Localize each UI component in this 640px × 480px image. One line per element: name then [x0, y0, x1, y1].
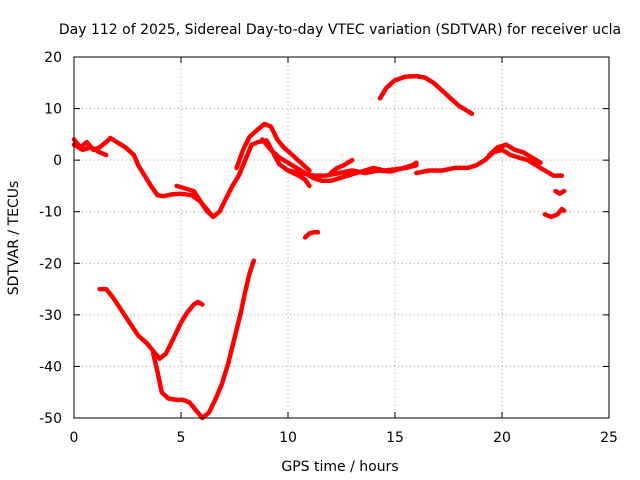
x-tick-label: 0 [70, 430, 79, 446]
y-axis-label: SDTVAR / TECUs [6, 181, 22, 296]
series-line-9 [377, 73, 475, 116]
y-tick-label: 10 [44, 102, 62, 118]
series-line-8 [302, 230, 321, 240]
series-line-6 [285, 160, 419, 178]
series-line-4 [234, 121, 312, 173]
series-group [71, 73, 567, 421]
series-line-13 [553, 188, 567, 196]
plot-frame [73, 56, 610, 419]
series-line-7 [328, 157, 355, 176]
y-tick-label: 0 [53, 153, 62, 169]
x-tick-label: 5 [177, 430, 186, 446]
y-tick-label: -50 [39, 411, 62, 427]
series-line-2 [71, 142, 109, 158]
x-axis-label: GPS time / hours [281, 459, 398, 475]
y-tick-label: -10 [39, 205, 62, 221]
y-tick-label: -20 [39, 256, 62, 272]
series-line-11 [486, 142, 543, 165]
x-tick-label: 20 [493, 430, 511, 446]
y-tick-label: 20 [44, 50, 62, 66]
series-line-10 [414, 147, 565, 178]
ticks: 0 5 10 15 20 25 -50 -40 -30 -20 -10 0 10 20 [39, 50, 618, 446]
series-line-12 [542, 206, 567, 220]
series-line-3 [174, 183, 214, 217]
grid [74, 57, 609, 418]
chart-title: Day 112 of 2025, Sidereal Day-to-day VTE… [59, 22, 621, 38]
y-tick-label: -40 [39, 359, 62, 375]
x-tick-label: 25 [600, 430, 618, 446]
series-line-15 [150, 258, 257, 421]
x-tick-label: 15 [386, 430, 404, 446]
series-line-14 [97, 286, 205, 361]
y-tick-label: -30 [39, 308, 62, 324]
x-tick-label: 10 [279, 430, 297, 446]
